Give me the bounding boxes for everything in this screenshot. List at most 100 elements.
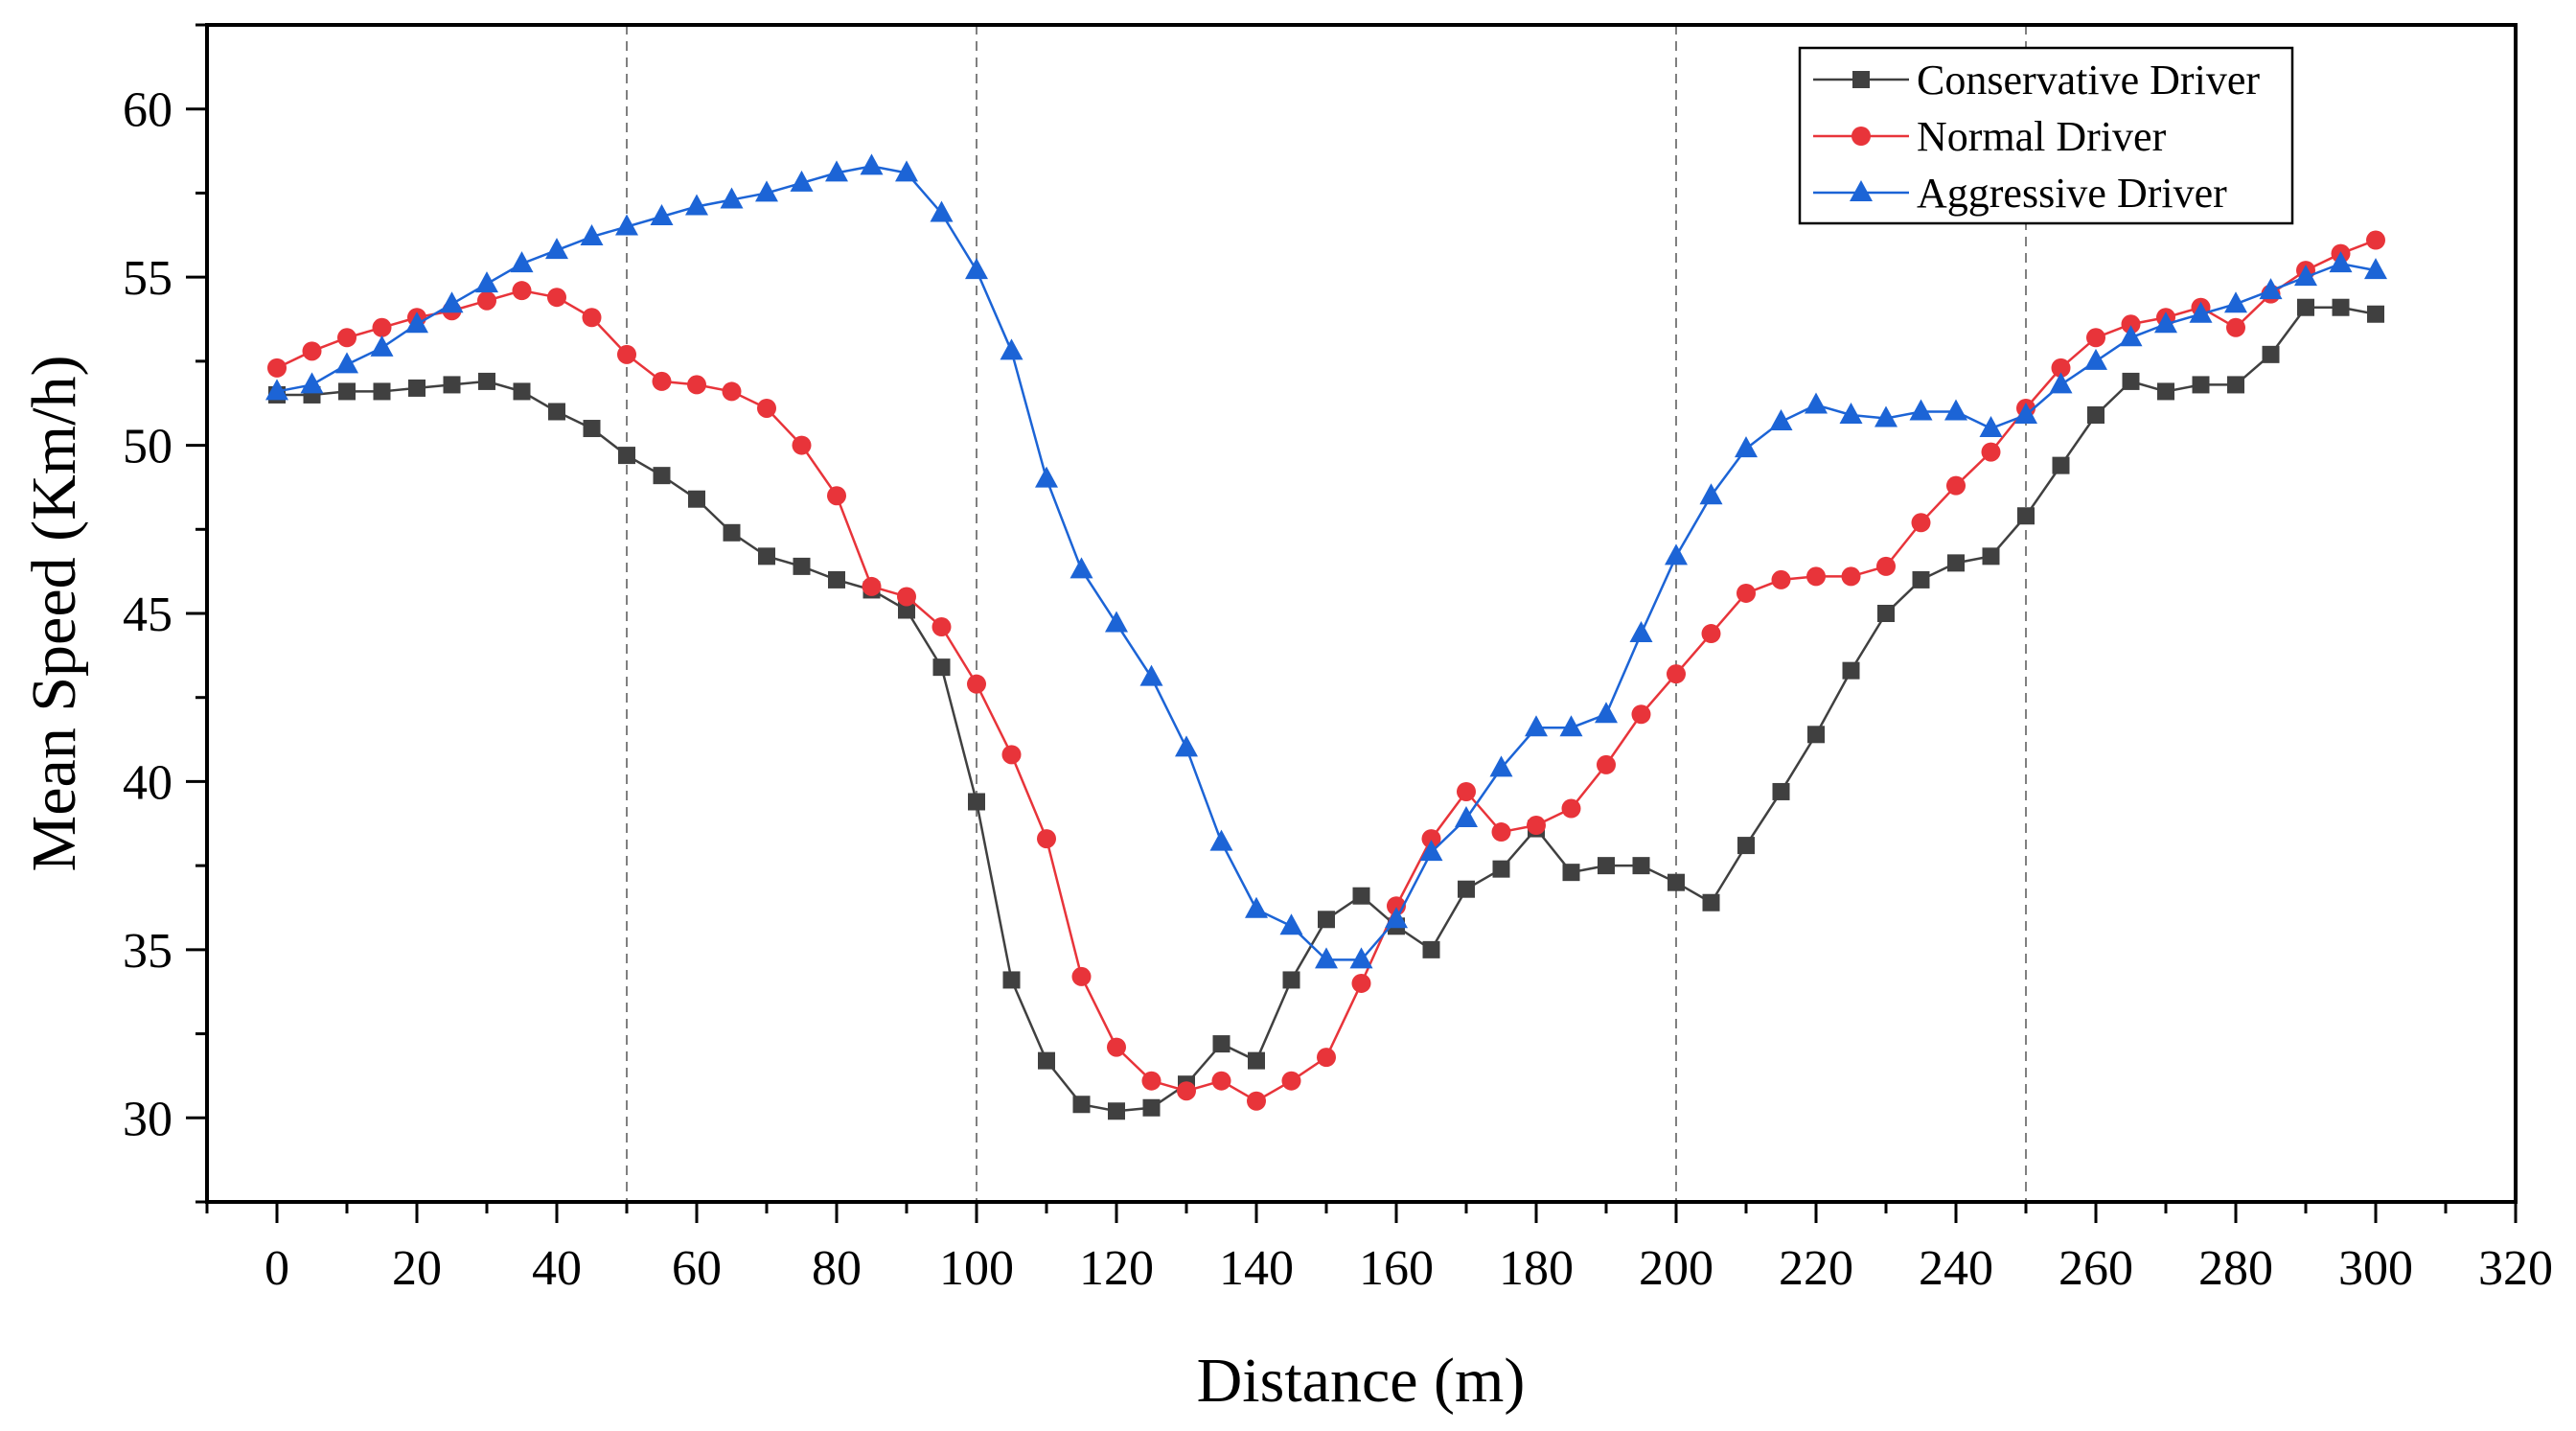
data-point <box>2087 405 2104 424</box>
data-point <box>1072 1096 1091 1114</box>
data-point <box>1247 1091 1266 1111</box>
data-point <box>967 674 986 694</box>
legend-label: Conservative Driver <box>1917 57 2260 104</box>
data-point <box>1841 566 1861 587</box>
y-tick-label: 30 <box>123 1092 172 1146</box>
x-tick-label: 80 <box>812 1241 862 1296</box>
data-point <box>1001 745 1022 765</box>
data-point <box>1737 837 1755 855</box>
data-point <box>1282 971 1300 989</box>
data-point <box>2367 305 2384 323</box>
data-point <box>792 435 812 455</box>
data-point <box>653 467 671 485</box>
data-point <box>2332 298 2350 316</box>
data-point <box>1422 940 1440 958</box>
data-point <box>1772 782 1790 800</box>
legend-item: Normal Driver <box>1813 113 2167 160</box>
x-tick-label: 40 <box>532 1241 582 1296</box>
data-point <box>1736 583 1756 603</box>
data-point <box>1455 806 1478 828</box>
x-tick-label: 100 <box>939 1241 1014 1296</box>
data-point <box>2329 251 2353 273</box>
data-point <box>2017 507 2035 525</box>
data-point <box>862 576 882 596</box>
data-point <box>1979 416 2003 438</box>
x-tick-label: 0 <box>264 1241 289 1296</box>
series-aggressive-driver <box>265 153 2387 969</box>
data-point <box>1351 973 1371 993</box>
data-point <box>548 403 565 421</box>
data-point <box>1806 566 1826 587</box>
data-point <box>1489 755 1513 777</box>
data-point <box>1108 1102 1125 1120</box>
data-point <box>1947 554 1965 572</box>
data-point <box>1211 1071 1231 1091</box>
data-point <box>1598 857 1615 875</box>
data-point <box>408 379 426 397</box>
data-point <box>1352 887 1370 905</box>
data-point <box>930 200 954 222</box>
data-point <box>512 281 532 301</box>
y-tick-label: 35 <box>123 924 172 979</box>
data-point <box>1038 1051 1055 1070</box>
data-point <box>2121 314 2141 335</box>
data-point <box>2086 328 2105 348</box>
data-point <box>1105 611 1128 633</box>
data-point <box>1771 569 1791 589</box>
x-tick-label: 200 <box>1639 1241 1714 1296</box>
data-point <box>2192 376 2210 394</box>
data-point <box>1457 781 1476 801</box>
data-point <box>1281 1071 1301 1091</box>
data-point <box>685 194 708 216</box>
y-tick-label: 60 <box>123 83 172 138</box>
data-point <box>2364 258 2387 280</box>
x-tick-label: 300 <box>2338 1241 2413 1296</box>
data-point <box>1981 442 2001 462</box>
data-point <box>478 372 495 390</box>
data-point <box>583 420 601 438</box>
data-point <box>1525 715 1548 737</box>
data-point <box>618 447 635 465</box>
data-point <box>1701 624 1721 644</box>
data-point <box>1699 483 1723 505</box>
data-point <box>513 382 531 401</box>
data-point <box>443 376 461 394</box>
y-axis-title: Mean Speed (Km/h) <box>19 356 89 872</box>
data-point <box>547 288 566 308</box>
data-point <box>932 658 951 677</box>
data-point <box>687 375 706 395</box>
data-point <box>1279 913 1303 935</box>
data-point <box>1769 409 1793 431</box>
data-point <box>1177 1081 1196 1101</box>
data-point <box>1946 475 1966 496</box>
data-point <box>2049 372 2073 394</box>
x-tick-label: 20 <box>392 1241 442 1296</box>
data-point <box>337 328 356 348</box>
data-point <box>370 335 394 357</box>
data-point <box>1142 1098 1161 1117</box>
data-point <box>1248 1051 1265 1070</box>
data-point <box>580 224 604 246</box>
x-tick-label: 220 <box>1779 1241 1853 1296</box>
data-point <box>1665 543 1688 565</box>
data-point <box>1317 1048 1336 1068</box>
y-tick-label: 50 <box>123 420 172 474</box>
data-point <box>1527 816 1546 836</box>
data-point <box>1877 605 1895 622</box>
data-point <box>1070 557 1093 579</box>
x-tick-label: 120 <box>1079 1241 1154 1296</box>
data-point <box>2294 265 2317 287</box>
x-axis: 0 20 40 60 80 100 120 140 160 180 200 220 240 260 280 3… <box>205 1202 2553 1296</box>
y-tick-label: 40 <box>123 755 172 810</box>
data-point <box>1107 1037 1126 1057</box>
data-point <box>1037 829 1056 849</box>
data-point <box>373 382 391 401</box>
data-point <box>1632 857 1650 875</box>
y-tick-label: 55 <box>123 251 172 306</box>
data-point <box>2366 230 2385 250</box>
data-point <box>1421 829 1441 849</box>
data-point <box>790 170 814 192</box>
data-point <box>1807 726 1825 744</box>
data-point <box>1000 338 1024 360</box>
